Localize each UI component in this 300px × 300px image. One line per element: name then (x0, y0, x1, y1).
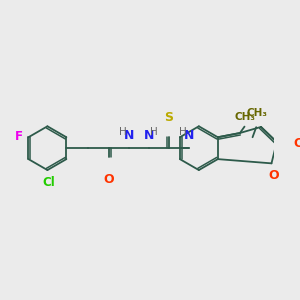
Text: CH₃: CH₃ (247, 108, 268, 118)
Text: N: N (184, 129, 194, 142)
Text: N: N (123, 129, 134, 142)
Text: H: H (179, 127, 187, 137)
Text: Cl: Cl (42, 176, 55, 190)
Text: H: H (150, 127, 158, 137)
Text: O: O (268, 169, 279, 182)
Text: O: O (293, 137, 300, 150)
Text: F: F (15, 130, 23, 143)
Text: H: H (119, 127, 127, 137)
Text: O: O (103, 173, 114, 186)
Text: CH₃: CH₃ (234, 112, 255, 122)
Text: S: S (164, 110, 173, 124)
Text: N: N (143, 129, 154, 142)
